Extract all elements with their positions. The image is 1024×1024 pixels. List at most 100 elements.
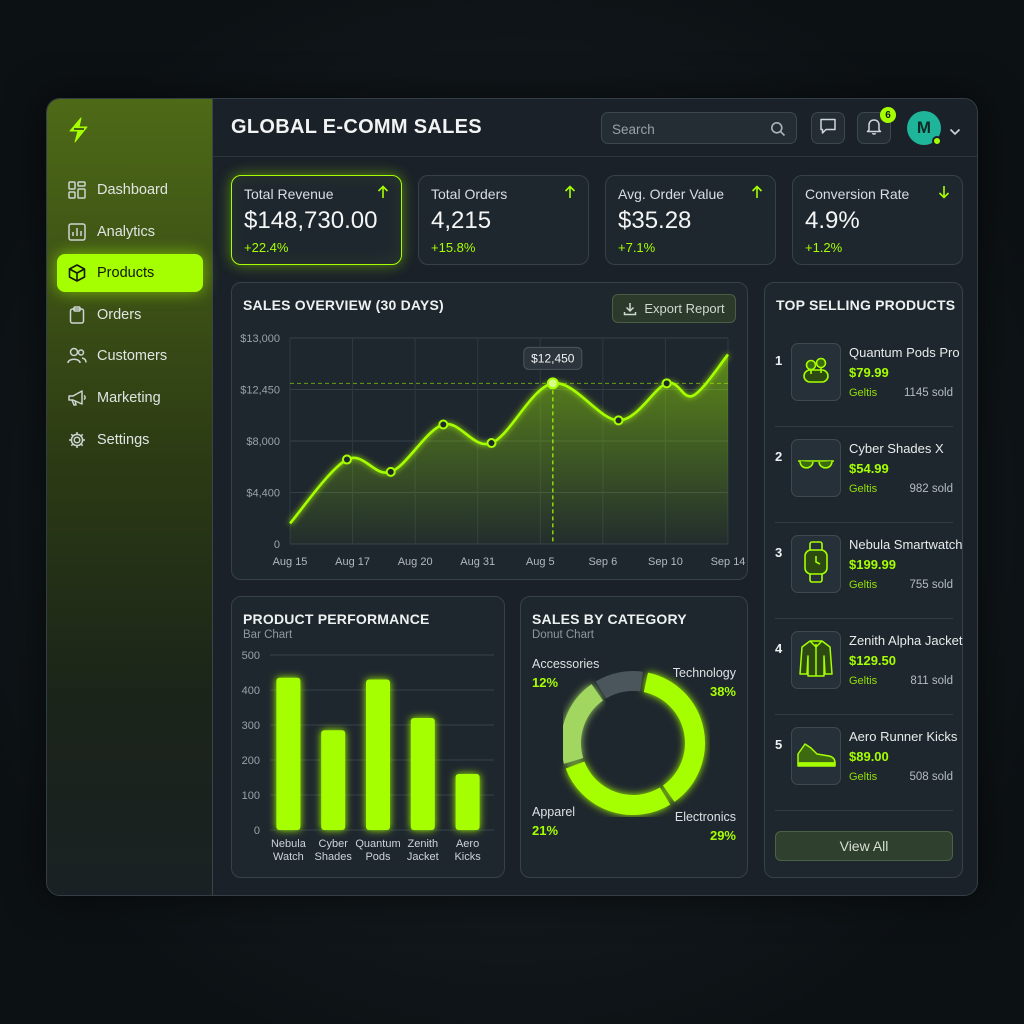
search-icon[interactable] [770,121,786,142]
list-item[interactable]: 3 Nebula Smartwatch $199.99 Geltis 755 sold [775,523,962,619]
sales-line-chart: $13,000 $12,450 $8,000 $4,400 0 Aug 15 Aug 17 A… [240,333,746,568]
product-name: Aero Runner Kicks [849,729,958,744]
product-name: Nebula Smartwatch [849,537,963,552]
sidebar-item-label: Products [97,265,155,282]
list-item[interactable]: 1 Quantum Pods Pro $79.99 Geltis 1145 sold [775,331,960,427]
list-item[interactable]: 5 Aero Runner Kicks $89.00 Geltis 508 sold [775,715,957,811]
kpi-label: Avg. Order Value [618,186,725,202]
kpi-value: $148,730.00 [244,207,378,234]
product-price: $89.00 [849,749,889,764]
page-title: GLOBAL E-COMM SALES [231,116,482,138]
kpi-card-avg-order-value[interactable]: Avg. Order Value $35.28 +7.1% [605,175,776,265]
product-tag: Geltis [849,483,878,495]
x-tick-label: Jacket [407,851,439,863]
bell-icon [865,117,883,140]
product-sold: 508 sold [909,771,953,783]
sidebar-item-dashboard[interactable]: Dashboard [57,171,203,209]
chat-icon [819,117,837,140]
y-tick-label: $4,400 [246,488,280,500]
product-thumbnail [791,727,841,785]
sidebar: Dashboard Analytics Products Orders [47,99,213,895]
y-tick-label: $8,000 [246,436,280,448]
line-area [290,354,728,544]
users-icon [67,346,87,366]
data-point [385,466,396,477]
x-tick-label: Aug 17 [335,556,370,568]
donut-slice [565,761,671,815]
kpi-change: +7.1% [618,240,656,255]
section-subtitle: Donut Chart [532,629,595,641]
data-point [438,419,449,430]
product-rank: 3 [775,545,783,560]
sidebar-item-orders[interactable]: Orders [57,296,203,334]
product-sold: 1145 sold [903,387,953,399]
bar [410,718,435,830]
x-tick-label: Pods [365,851,391,863]
product-rank: 5 [775,737,783,752]
search-input[interactable] [612,119,762,139]
sidebar-item-products[interactable]: Products [57,254,203,293]
product-tag: Geltis [849,579,878,591]
list-item[interactable]: 4 Zenith Alpha Jacket $129.50 Geltis 811 sol… [775,619,962,715]
data-point [546,377,559,390]
kpi-change: +22.4% [244,240,289,255]
sidebar-item-customers[interactable]: Customers [57,337,203,375]
view-all-button[interactable]: View All [775,831,953,861]
y-tick-label: 0 [254,825,260,837]
list-item[interactable]: 2 Cyber Shades X $54.99 Geltis 982 sold [775,427,953,523]
donut-pct-electronics: 29% [709,828,736,843]
sidebar-item-label: Analytics [97,223,156,240]
arrow-up-icon [377,185,389,204]
x-tick-label: Aug 20 [398,556,433,568]
sidebar-item-label: Dashboard [97,182,168,198]
x-tick-label: Aug 31 [460,556,495,568]
bar [276,677,301,830]
export-label: Export Report [644,301,725,316]
kpi-change: +15.8% [431,240,476,255]
sidebar-item-label: Marketing [97,389,161,406]
sidebar-item-label: Customers [97,348,168,365]
x-tick-label: Quantum [355,838,400,850]
export-report-button[interactable]: Export Report [612,294,736,323]
x-tick-label: Sep 10 [648,556,683,568]
product-sold: 982 sold [909,483,953,495]
sidebar-item-analytics[interactable]: Analytics [57,213,203,251]
avatar[interactable]: M [907,111,942,146]
kpi-label: Total Orders [431,186,508,202]
earbuds-icon [799,353,833,392]
arrow-down-icon [938,185,950,204]
sales-overview-panel: SALES OVERVIEW (30 DAYS) Export Report $… [231,282,748,580]
product-thumbnail [791,343,841,401]
jacket-icon [798,638,834,683]
arrow-up-icon [751,185,763,204]
kpi-card-total-revenue[interactable]: Total Revenue $148,730.00 +22.4% [231,175,402,265]
donut-label-electronics: Electronics [674,810,736,824]
messages-button[interactable] [811,112,845,144]
bar [455,774,480,830]
y-tick-label: 200 [242,755,260,767]
sidebar-item-marketing[interactable]: Marketing [57,379,203,417]
donut-pct-apparel: 21% [532,823,559,838]
product-performance-panel: PRODUCT PERFORMANCE Bar Chart 0 100 200 300… [231,596,505,878]
logo-icon[interactable] [67,117,91,143]
donut-label-apparel: Apparel [532,805,576,819]
product-name: Quantum Pods Pro [849,345,960,360]
x-tick-label: Sep 14 [711,556,746,568]
kpi-value: 4.9% [805,207,860,234]
analytics-icon [67,222,87,242]
data-point [613,415,624,426]
x-tick-label: Sep 6 [588,556,617,568]
chevron-down-icon[interactable] [949,123,961,141]
data-point [341,454,352,465]
kpi-value: 4,215 [431,207,492,234]
notifications-button[interactable]: 6 [857,107,896,144]
product-thumbnail [791,631,841,689]
donut-slice [595,671,644,699]
kpi-card-conversion-rate[interactable]: Conversion Rate 4.9% +1.2% [792,175,963,265]
sidebar-item-settings[interactable]: Settings [57,421,203,459]
product-rank: 1 [775,353,783,368]
search-box [601,112,797,144]
arrow-up-icon [564,185,576,204]
kpi-card-total-orders[interactable]: Total Orders 4,215 +15.8% [418,175,589,265]
